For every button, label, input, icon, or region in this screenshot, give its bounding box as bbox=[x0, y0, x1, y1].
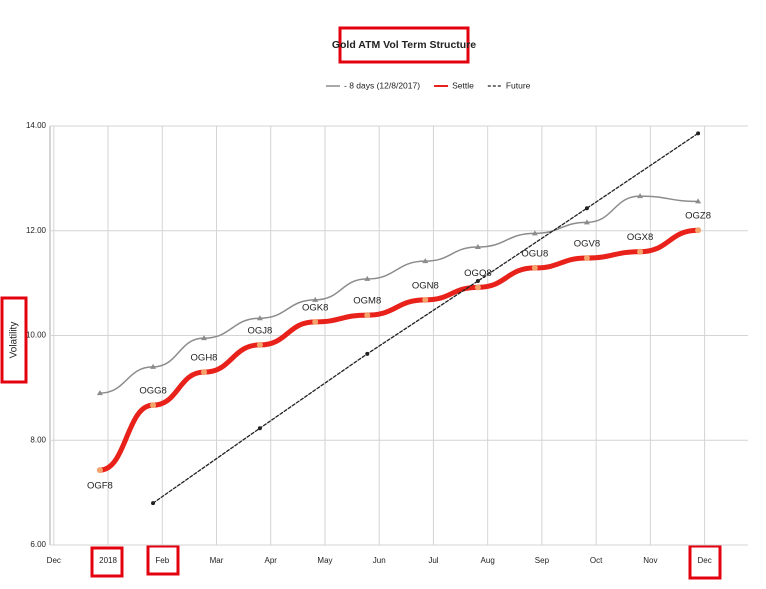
x-tick-label: Oct bbox=[590, 556, 603, 565]
point bbox=[256, 315, 263, 321]
point bbox=[583, 219, 590, 225]
highlight-box bbox=[146, 544, 180, 576]
point bbox=[531, 230, 538, 236]
x-tick-label: Nov bbox=[643, 556, 657, 565]
highlight-box bbox=[90, 546, 124, 578]
x-tick-label: May bbox=[317, 556, 332, 565]
point bbox=[312, 296, 319, 302]
point-label: OGK8 bbox=[302, 302, 328, 313]
x-tick-label: Dec bbox=[697, 556, 711, 565]
point-label: OGJ8 bbox=[247, 325, 272, 336]
x-tick-label: Mar bbox=[210, 556, 224, 565]
point bbox=[96, 467, 103, 474]
x-tick-label: Dec bbox=[47, 556, 61, 565]
point bbox=[150, 402, 157, 409]
point-label: OGX8 bbox=[627, 232, 653, 243]
point bbox=[475, 279, 480, 284]
point-label: OGG8 bbox=[139, 386, 166, 397]
point bbox=[474, 284, 481, 291]
highlight-box bbox=[0, 296, 28, 384]
y-axis-label: Volatility bbox=[9, 322, 20, 359]
point bbox=[422, 296, 429, 303]
point bbox=[96, 390, 103, 396]
point-label: OGN8 bbox=[412, 280, 439, 291]
point bbox=[151, 501, 156, 506]
y-tick-label: 8.00 bbox=[30, 435, 46, 444]
point-label: OGZ8 bbox=[685, 211, 711, 222]
point bbox=[531, 264, 538, 271]
point bbox=[422, 258, 429, 264]
point bbox=[150, 363, 157, 369]
point-label: OGM8 bbox=[353, 296, 381, 307]
point bbox=[364, 312, 371, 319]
point bbox=[257, 426, 262, 431]
x-tick-label: Feb bbox=[155, 556, 169, 565]
point-label: OGU8 bbox=[521, 248, 548, 259]
point bbox=[364, 275, 371, 281]
point bbox=[695, 198, 702, 204]
legend-label: Settle bbox=[452, 80, 474, 90]
point bbox=[474, 243, 481, 249]
point bbox=[584, 206, 589, 211]
highlight-box bbox=[688, 544, 722, 580]
point bbox=[256, 341, 263, 348]
legend-label: - 8 days (12/8/2017) bbox=[344, 80, 420, 90]
y-tick-label: 6.00 bbox=[30, 540, 46, 549]
point-label: OGF8 bbox=[87, 481, 113, 492]
point-label: OGH8 bbox=[191, 353, 218, 364]
y-tick-label: 14.00 bbox=[26, 121, 47, 130]
point-label: OGQ8 bbox=[464, 268, 491, 279]
chart-title: Gold ATM Vol Term Structure bbox=[332, 39, 476, 51]
point bbox=[312, 318, 319, 325]
point bbox=[696, 131, 701, 136]
point bbox=[365, 351, 370, 356]
point bbox=[695, 227, 702, 234]
point bbox=[201, 335, 208, 341]
x-tick-label: 2018 bbox=[99, 556, 117, 565]
highlight-box bbox=[338, 26, 470, 64]
x-tick-label: Aug bbox=[481, 556, 495, 565]
point bbox=[637, 193, 644, 199]
x-tick-label: Apr bbox=[265, 556, 278, 565]
x-tick-label: Sep bbox=[535, 556, 550, 565]
legend-label: Future bbox=[506, 80, 531, 90]
point bbox=[637, 248, 644, 255]
point bbox=[583, 254, 590, 261]
series-line bbox=[152, 132, 699, 504]
series-line bbox=[97, 227, 701, 473]
x-tick-label: Jun bbox=[373, 556, 386, 565]
point bbox=[201, 369, 208, 376]
y-tick-label: 12.00 bbox=[26, 226, 47, 235]
point-label: OGV8 bbox=[574, 239, 600, 250]
y-tick-label: 10.00 bbox=[26, 331, 47, 340]
x-tick-label: Jul bbox=[428, 556, 438, 565]
